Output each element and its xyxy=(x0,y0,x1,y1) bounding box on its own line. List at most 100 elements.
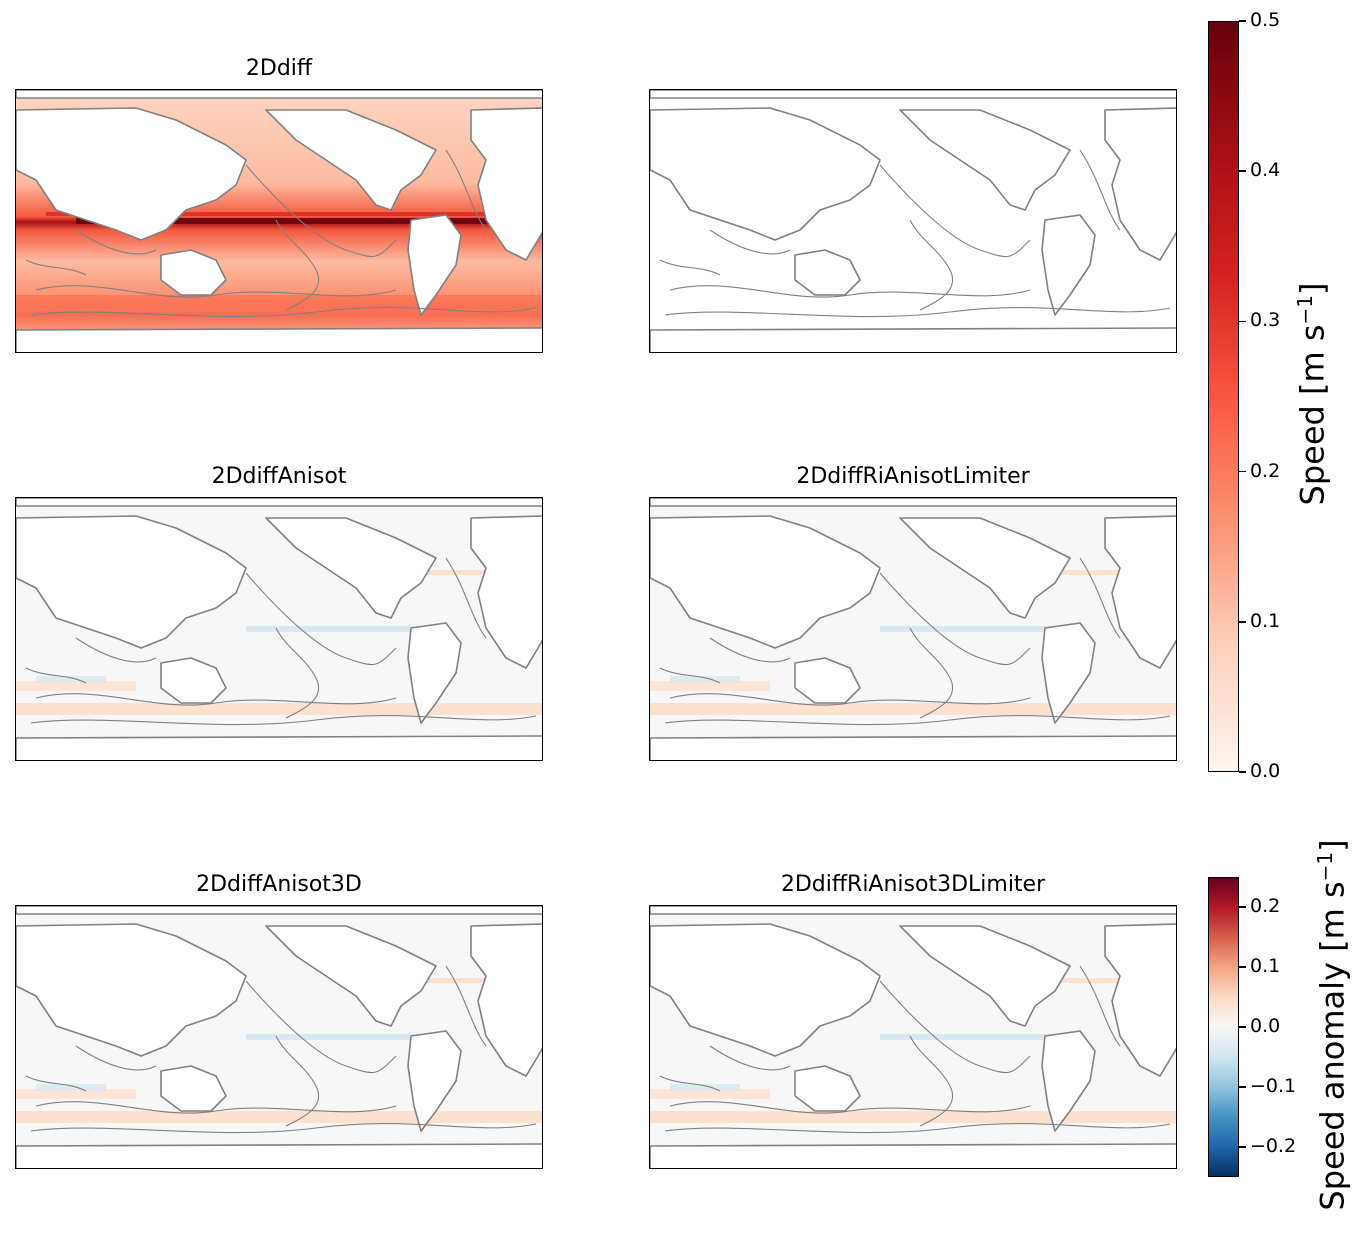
colorbar-anomaly-tick-label: 0.2 xyxy=(1250,895,1281,917)
map-panel-2ddiffanisot3d xyxy=(15,905,543,1169)
colorbar-anomaly-tickmark xyxy=(1239,1146,1246,1148)
colorbar-speed-tick-label: 0.4 xyxy=(1250,159,1281,182)
bathymetry-contour xyxy=(275,627,320,719)
colorbar-anomaly-tickmark xyxy=(1239,1026,1246,1028)
colorbar-anomaly xyxy=(1208,877,1239,1177)
colorbar-anomaly-tick-label: −0.1 xyxy=(1250,1075,1297,1097)
bathymetry-contour xyxy=(909,219,954,311)
anomaly-negative-band xyxy=(880,626,1080,632)
coastline-contour xyxy=(16,90,542,99)
coastline-contour xyxy=(407,622,462,724)
coastline-contour xyxy=(794,657,861,704)
anomaly-positive-band xyxy=(16,1111,542,1123)
colorbar-speed-tickmark xyxy=(1239,621,1246,623)
coastline-contour xyxy=(265,925,437,1027)
colorbar-speed-tickmark xyxy=(1239,320,1246,323)
bathymetry-contour xyxy=(445,149,487,231)
coastline-contour xyxy=(470,923,542,1077)
bathymetry-contour xyxy=(664,715,1171,726)
map-panel-2ddiffrianisotlimiter xyxy=(649,497,1177,761)
bathymetry-contour xyxy=(909,627,954,719)
bathymetry-contour xyxy=(879,980,1031,1074)
colorbar-speed-tick-label: 0.3 xyxy=(1250,309,1281,332)
bathymetry-contour xyxy=(659,1075,721,1092)
anomaly-positive-band xyxy=(1050,978,1120,983)
bathymetry-contour xyxy=(669,1101,1031,1114)
anomaly-positive-band xyxy=(416,978,486,983)
colorbar-speed-tick-label: 0.5 xyxy=(1250,9,1281,31)
colorbar-speed-tick-label: 0.0 xyxy=(1250,760,1281,782)
bathymetry-contour xyxy=(30,307,537,318)
bathymetry-contour xyxy=(664,1123,1171,1134)
bathymetry-contour xyxy=(35,1101,397,1114)
coastline-contour xyxy=(650,327,1176,352)
coastline-contour xyxy=(160,1065,227,1112)
coastline-contour xyxy=(650,107,881,241)
anomaly-positive-band xyxy=(650,1089,770,1099)
coastline-contour xyxy=(1104,107,1176,261)
colorbar-speed-label: Speed [m s−1] xyxy=(1293,282,1332,506)
equatorial-current xyxy=(46,212,536,216)
coastline-contour xyxy=(1104,515,1176,669)
bathymetry-contour xyxy=(659,259,721,276)
bathymetry-contour xyxy=(245,572,397,666)
coastline-contour xyxy=(650,906,1176,915)
coastline-contour xyxy=(160,657,227,704)
bathymetry-contour xyxy=(35,693,397,706)
coastline-contour xyxy=(265,517,437,619)
coastline-contour xyxy=(650,90,1176,99)
map-panel-2ddiff xyxy=(15,89,543,353)
southern-current xyxy=(16,295,542,309)
anomaly-negative-band xyxy=(36,676,106,682)
anomaly-negative-band xyxy=(246,626,446,632)
bathymetry-contour xyxy=(909,1035,954,1127)
bathymetry-contour xyxy=(1079,149,1121,231)
coastline-contour xyxy=(16,735,542,760)
bathymetry-contour xyxy=(879,164,1031,258)
coastline-contour xyxy=(899,109,1071,211)
colorbar-speed-tickmark xyxy=(1239,170,1246,172)
coastline-contour xyxy=(16,515,247,649)
coastline-contour xyxy=(650,515,881,649)
colorbar-anomaly-tickmark xyxy=(1239,1086,1246,1088)
coastline-contour xyxy=(1041,1030,1096,1132)
anomaly-positive-band xyxy=(650,1111,1176,1123)
panel-title-6: 2DdiffRiAnisot3DLimiter xyxy=(780,872,1046,897)
coastline-contour xyxy=(1104,923,1176,1077)
anomaly-negative-band xyxy=(36,1084,106,1090)
anomaly-positive-band xyxy=(416,570,486,575)
coastline-contour xyxy=(470,515,542,669)
panel-title-4: 2DdiffRiAnisotLimiter xyxy=(796,464,1030,489)
coastline-contour xyxy=(407,1030,462,1132)
colorbar-speed-tick-label: 0.2 xyxy=(1250,459,1281,482)
bathymetry-contour xyxy=(1079,557,1121,639)
anomaly-positive-band xyxy=(16,703,542,715)
anomaly-negative-band xyxy=(670,676,740,682)
bathymetry-contour xyxy=(75,229,157,255)
colorbar-anomaly-tick-label: −0.2 xyxy=(1250,1135,1297,1157)
map-panel-2ddiffrianisot3dlimiter xyxy=(649,905,1177,1169)
bathymetry-contour xyxy=(879,572,1031,666)
panel-title-3: 2DdiffAnisot xyxy=(211,464,347,489)
panel-title-1: 2Ddiff xyxy=(245,56,313,81)
bathymetry-contour xyxy=(659,667,721,684)
bathymetry-contour xyxy=(30,715,537,726)
bathymetry-contour xyxy=(25,1075,87,1092)
coastline-contour xyxy=(899,517,1071,619)
bathymetry-contour xyxy=(669,285,1031,298)
anomaly-positive-band xyxy=(650,703,1176,715)
colorbar-anomaly-tickmark xyxy=(1239,966,1246,968)
map-panel-empty xyxy=(649,89,1177,353)
bathymetry-contour xyxy=(709,229,791,255)
anomaly-positive-band xyxy=(1050,570,1120,575)
anomaly-positive-band xyxy=(16,1089,136,1099)
bathymetry-contour xyxy=(1079,965,1121,1047)
bathymetry-contour xyxy=(709,1045,791,1071)
coastline-contour xyxy=(794,1065,861,1112)
colorbar-speed-tick-label: 0.1 xyxy=(1250,609,1281,632)
anomaly-negative-band xyxy=(670,1084,740,1090)
coastline-contour xyxy=(16,906,542,915)
colorbar-speed xyxy=(1208,21,1239,772)
coastline-contour xyxy=(1041,622,1096,724)
coastline-contour xyxy=(650,735,1176,760)
